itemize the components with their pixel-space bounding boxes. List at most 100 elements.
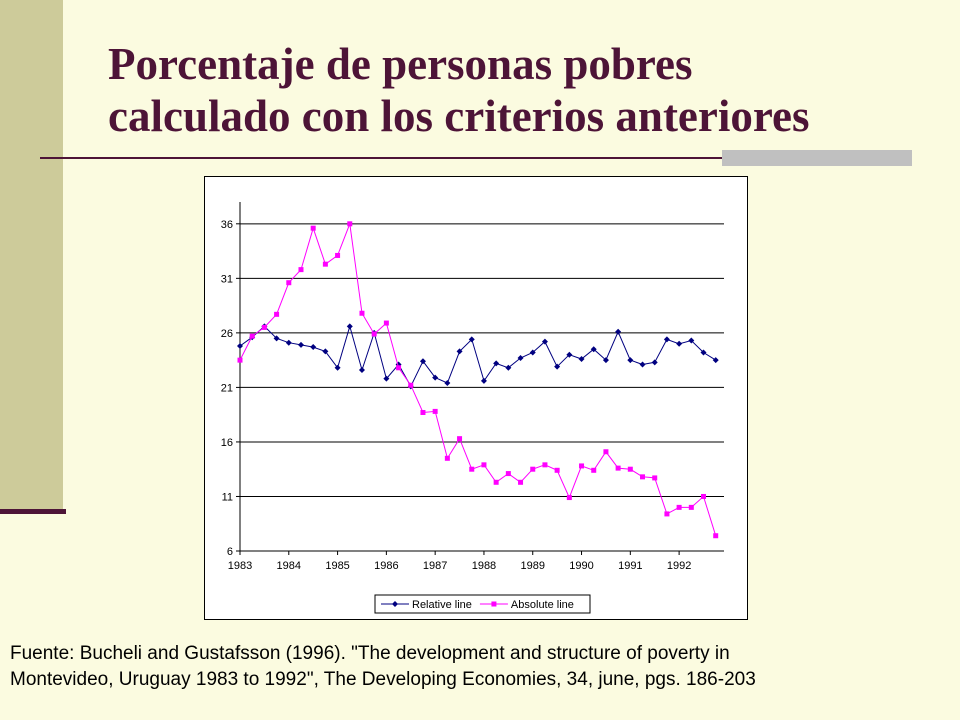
point-absolute-line-16 <box>432 408 438 414</box>
point-relative-line-32 <box>627 357 634 364</box>
point-relative-line-6 <box>310 344 317 351</box>
point-relative-line-36 <box>676 340 683 347</box>
x-tick-label-1990: 1990 <box>569 560 593 572</box>
point-relative-line-39 <box>712 357 719 364</box>
y-tick-label-31: 31 <box>221 273 233 285</box>
left-accent-tick <box>0 509 66 514</box>
point-relative-line-23 <box>517 354 524 361</box>
point-absolute-line-27 <box>566 495 572 501</box>
point-relative-line-25 <box>541 338 548 345</box>
point-absolute-line-29 <box>591 467 597 473</box>
point-relative-line-9 <box>346 323 353 330</box>
title-underline-accent <box>722 150 912 166</box>
point-absolute-line-20 <box>481 462 487 468</box>
point-absolute-line-31 <box>615 465 621 471</box>
point-relative-line-30 <box>602 357 609 364</box>
slide-title: Porcentaje de personas pobres calculado … <box>108 38 948 142</box>
chart-frame: 6 11 16 21 26 31 36 1983 1984 1985 1986 1987 1988 198… <box>204 176 748 620</box>
point-relative-line-34 <box>651 359 658 366</box>
x-tick-label-1986: 1986 <box>374 560 398 572</box>
y-tick-label-11: 11 <box>222 491 233 503</box>
point-relative-line-0 <box>237 342 243 349</box>
point-relative-line-21 <box>493 360 500 367</box>
point-relative-line-10 <box>358 366 365 373</box>
slide-title-line-1: Porcentaje de personas pobres <box>108 39 693 89</box>
point-absolute-line-19 <box>469 466 475 472</box>
point-relative-line-26 <box>554 363 561 370</box>
point-absolute-line-26 <box>554 467 560 473</box>
x-tick-label-1987: 1987 <box>423 560 447 572</box>
slide-title-line-2: calculado con los criterios anteriores <box>108 91 810 141</box>
point-absolute-line-5 <box>298 267 304 273</box>
point-absolute-line-36 <box>676 504 682 510</box>
x-tick-label-1989: 1989 <box>520 560 544 572</box>
point-relative-line-28 <box>578 356 585 363</box>
left-accent-bar <box>0 0 63 510</box>
series-line-relative-line <box>239 324 716 388</box>
point-absolute-line-35 <box>664 511 670 517</box>
legend-label-relative-line: Relative line <box>412 599 472 611</box>
point-absolute-line-18 <box>457 436 463 442</box>
point-relative-line-24 <box>529 349 536 356</box>
point-absolute-line-30 <box>603 449 609 455</box>
y-tick-label-26: 26 <box>221 328 233 340</box>
point-absolute-line-12 <box>383 320 389 326</box>
point-absolute-line-34 <box>652 475 658 481</box>
point-relative-line-31 <box>615 328 622 335</box>
point-absolute-line-25 <box>542 462 548 468</box>
x-tick-label-1988: 1988 <box>472 560 496 572</box>
point-absolute-line-39 <box>713 533 719 539</box>
x-tick-label-1985: 1985 <box>325 560 349 572</box>
y-tick-label-6: 6 <box>227 546 233 558</box>
point-absolute-line-7 <box>322 261 328 267</box>
point-absolute-line-38 <box>701 493 707 499</box>
point-absolute-line-6 <box>310 225 316 231</box>
point-relative-line-35 <box>663 336 670 343</box>
x-tick-label-1992: 1992 <box>667 560 691 572</box>
point-absolute-line-14 <box>408 382 414 388</box>
point-relative-line-3 <box>273 335 280 342</box>
point-absolute-line-9 <box>347 221 353 227</box>
point-relative-line-5 <box>297 341 304 348</box>
source-line-1: Fuente: Bucheli and Gustafsson (1996). "… <box>10 643 730 664</box>
poverty-line-chart: 6 11 16 21 26 31 36 1983 1984 1985 1986 1987 1988 198… <box>221 202 724 614</box>
y-tick-label-21: 21 <box>221 382 233 394</box>
point-absolute-line-15 <box>420 409 426 415</box>
point-relative-line-18 <box>456 348 463 355</box>
title-underline <box>40 157 912 159</box>
legend-label-absolute-line: Absolute line <box>511 599 574 611</box>
x-tick-label-1991: 1991 <box>618 560 642 572</box>
y-tick-label-16: 16 <box>221 437 233 449</box>
point-relative-line-17 <box>444 380 451 387</box>
point-relative-line-22 <box>505 364 512 371</box>
series-line-absolute-line <box>239 223 717 536</box>
point-absolute-line-13 <box>396 365 402 371</box>
point-relative-line-27 <box>566 351 573 358</box>
point-absolute-line-1 <box>249 333 255 339</box>
point-absolute-line-33 <box>640 474 646 480</box>
point-relative-line-37 <box>688 337 695 344</box>
point-relative-line-19 <box>468 336 475 343</box>
x-tick-label-1983: 1983 <box>228 560 252 572</box>
point-absolute-line-22 <box>505 471 511 477</box>
point-relative-line-16 <box>432 374 439 381</box>
point-absolute-line-21 <box>493 479 499 485</box>
point-absolute-line-0 <box>237 357 243 363</box>
point-relative-line-29 <box>590 346 597 353</box>
source-line-2: Montevideo, Uruguay 1983 to 1992", The D… <box>10 669 756 690</box>
point-relative-line-38 <box>700 349 707 356</box>
point-absolute-line-28 <box>579 463 585 469</box>
source-citation: Fuente: Bucheli and Gustafsson (1996). "… <box>10 641 955 693</box>
point-relative-line-7 <box>322 348 329 355</box>
point-absolute-line-24 <box>530 466 536 472</box>
point-relative-line-20 <box>480 377 487 384</box>
legend-marker-absolute-line <box>491 601 497 607</box>
point-absolute-line-10 <box>359 310 365 316</box>
point-absolute-line-17 <box>444 455 450 461</box>
point-absolute-line-3 <box>274 311 280 317</box>
point-relative-line-4 <box>285 339 292 346</box>
point-absolute-line-23 <box>518 479 524 485</box>
point-absolute-line-4 <box>286 280 292 286</box>
point-relative-line-33 <box>639 361 646 368</box>
y-tick-label-36: 36 <box>221 219 233 231</box>
